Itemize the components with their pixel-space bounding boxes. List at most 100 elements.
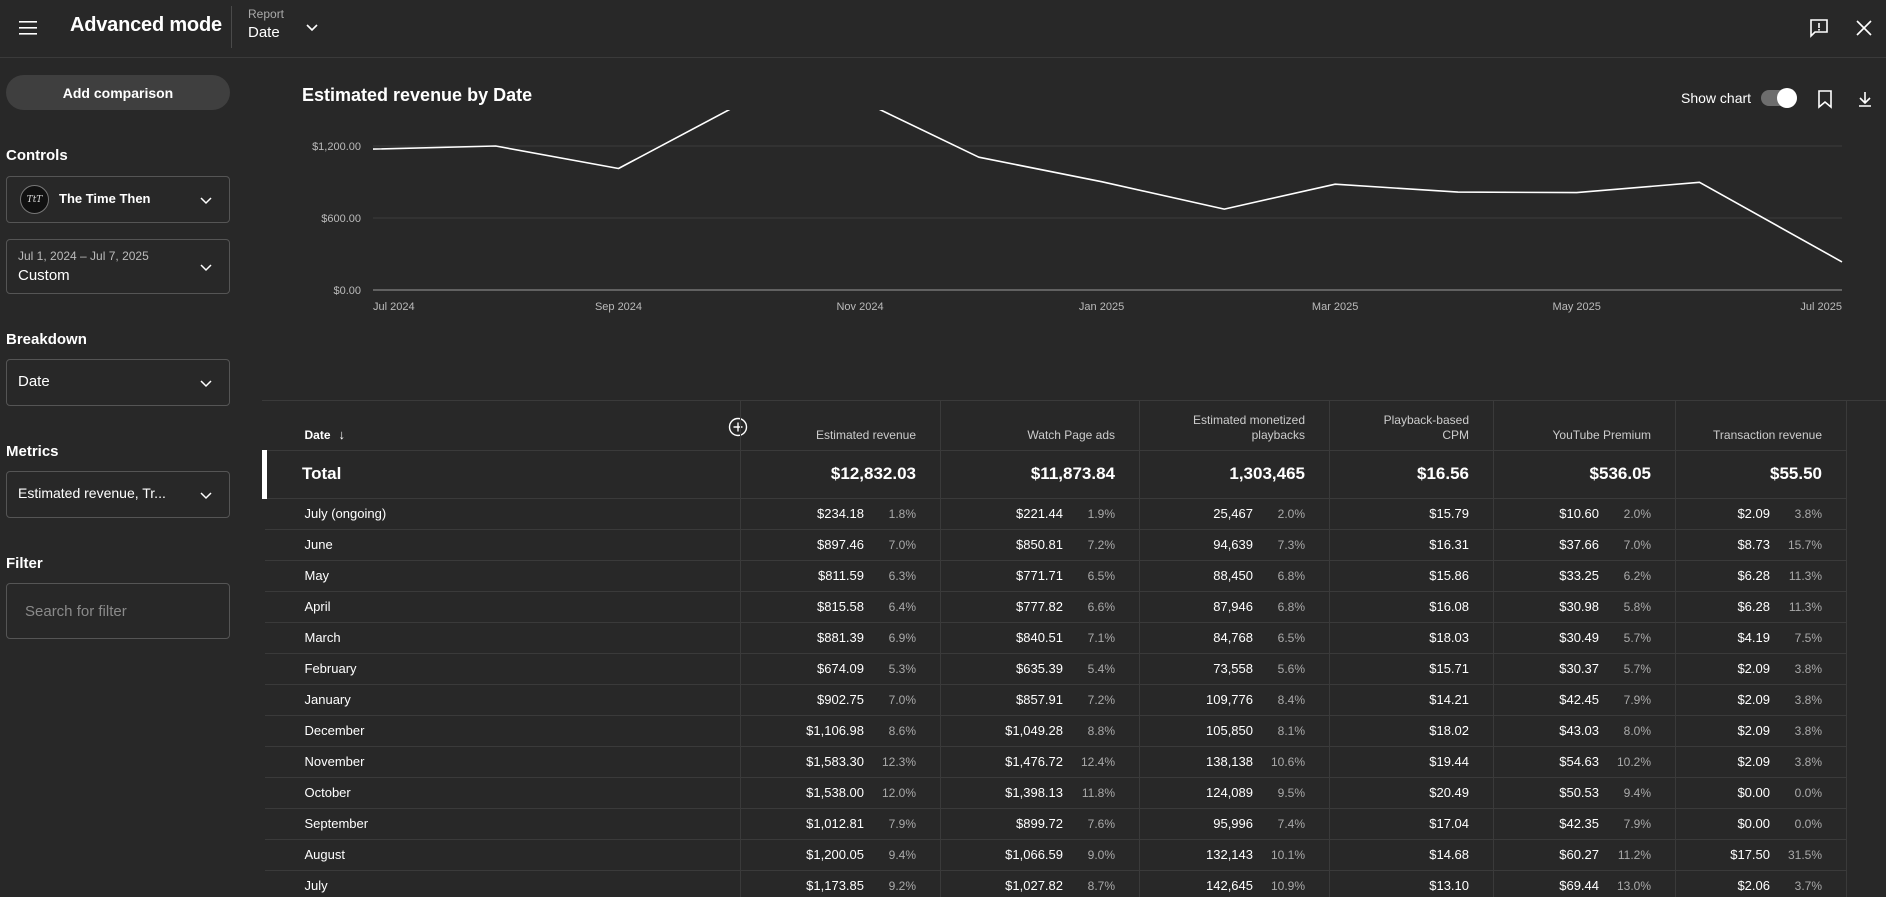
cell-youtube-premium: $30.49 5.7% [1493,621,1676,653]
cell-youtube-premium: $10.60 2.0% [1493,497,1676,529]
column-header-youtube-premium[interactable]: YouTube Premium [1493,401,1676,450]
table-row[interactable]: February $674.09 5.3% $635.39 5.4% 73,558 5… [264,652,1847,684]
cell-playback-cpm: $19.44 [1329,745,1494,777]
close-icon[interactable] [1853,17,1875,39]
value: $2.09 [1737,692,1770,707]
percent: 7.9% [1623,693,1651,707]
menu-icon[interactable] [14,14,42,42]
cell-estimated-revenue: $897.46 7.0% [740,528,941,560]
chevron-down-icon[interactable] [302,17,322,37]
breakdown-selector[interactable]: Date [6,359,230,406]
percent: 6.5% [1277,631,1305,645]
value: $30.49 [1559,630,1599,645]
column-header-playback-cpm[interactable]: Playback-based CPM [1329,401,1494,450]
metrics-label: Metrics [6,443,59,460]
date-range-selector[interactable]: Jul 1, 2024 – Jul 7, 2025 Custom [6,239,230,294]
cell-transaction-revenue: $2.09 3.8% [1675,745,1847,777]
metrics-selector[interactable]: Estimated revenue, Tr... [6,471,230,518]
percent: 7.3% [1277,538,1305,552]
table-row[interactable]: June $897.46 7.0% $850.81 7.2% 94,639 7.3% … [264,528,1847,560]
value: $33.25 [1559,568,1599,583]
cell-estimated-revenue: $1,173.85 9.2% [740,869,941,897]
percent: 7.0% [888,693,916,707]
value: $30.37 [1559,661,1599,676]
table-row[interactable]: August $1,200.05 9.4% $1,066.59 9.0% 132,1… [264,838,1847,870]
value: 132,143 [1206,847,1253,862]
cell-monetized-playbacks: 109,776 8.4% [1139,683,1330,715]
column-header-transaction-revenue[interactable]: Transaction revenue [1675,401,1847,450]
filter-search-input[interactable] [6,583,230,639]
download-icon[interactable] [1855,88,1875,110]
bookmark-icon[interactable] [1815,88,1835,110]
value: 138,138 [1206,754,1253,769]
percent: 11.3% [1788,569,1822,583]
value: 109,776 [1206,692,1253,707]
percent: 5.4% [1087,662,1115,676]
report-selector[interactable]: Report Date [248,7,284,41]
cell-watch-page-ads: $777.82 6.6% [940,590,1140,622]
percent: 7.2% [1087,538,1115,552]
cell-youtube-premium: $69.44 13.0% [1493,869,1676,897]
cell-estimated-revenue: $1,106.98 8.6% [740,714,941,746]
chart-title: Estimated revenue by Date [302,85,533,105]
revenue-series-line [372,110,1843,263]
table-row[interactable]: March $881.39 6.9% $840.51 7.1% 84,768 6.5%… [264,621,1847,653]
percent: 6.4% [888,600,916,614]
value: $234.18 [817,506,864,521]
column-header-date[interactable]: Date ↓ [264,401,741,450]
cell-playback-cpm: $13.10 [1329,869,1494,897]
feedback-icon[interactable] [1808,17,1830,39]
percent: 6.9% [888,631,916,645]
table-row[interactable]: July $1,173.85 9.2% $1,027.82 8.7% 142,645… [264,869,1847,897]
percent: 5.7% [1623,662,1651,676]
value: $771.71 [1016,568,1063,583]
value: $42.45 [1559,692,1599,707]
column-header-estimated-revenue[interactable]: Estimated revenue [740,401,941,450]
percent: 5.3% [888,662,916,676]
value: $42.35 [1559,816,1599,831]
cell-monetized-playbacks: 94,639 7.3% [1139,528,1330,560]
percent: 12.0% [881,786,916,800]
add-comparison-button[interactable]: Add comparison [6,75,230,110]
percent: 7.6% [1087,817,1115,831]
column-header-monetized-playbacks[interactable]: Estimated monetized playbacks [1139,401,1330,450]
percent: 10.1% [1270,848,1305,862]
x-tick-label: Jul 2025 [1800,301,1842,313]
sort-arrow-icon[interactable]: ↓ [338,426,346,442]
row-date: July [264,869,741,897]
value: $6.28 [1737,599,1770,614]
chevron-down-icon [200,379,212,387]
channel-name: The Time Then [59,191,151,206]
value: $1,200.05 [806,847,864,862]
row-date: February [264,652,741,684]
table-header-row: Date ↓ Estimated revenue Watch Page ads E… [264,401,1847,450]
table-row[interactable]: October $1,538.00 12.0% $1,398.13 11.8% 12… [264,776,1847,808]
value: $54.63 [1559,754,1599,769]
controls-label: Controls [6,147,68,164]
cell-monetized-playbacks: 138,138 10.6% [1139,745,1330,777]
table-row[interactable]: April $815.58 6.4% $777.82 6.6% 87,946 6.8%… [264,590,1847,622]
value: 105,850 [1206,723,1253,738]
percent: 7.1% [1087,631,1115,645]
percent: 31.5% [1787,848,1822,862]
table-row[interactable]: November $1,583.30 12.3% $1,476.72 12.4% 1… [264,745,1847,777]
cell-estimated-revenue: $1,583.30 12.3% [740,745,941,777]
table-row[interactable]: September $1,012.81 7.9% $899.72 7.6% 95,9… [264,807,1847,839]
percent: 7.2% [1087,693,1115,707]
cell-playback-cpm: $14.68 [1329,838,1494,870]
column-header-watch-page-ads[interactable]: Watch Page ads [940,401,1140,450]
total-transaction-revenue: $55.50 [1675,449,1847,498]
chevron-down-icon [200,196,212,204]
channel-selector[interactable]: TtT The Time Then [6,176,230,223]
table-row[interactable]: January $902.75 7.0% $857.91 7.2% 109,776 8… [264,683,1847,715]
value: 87,946 [1213,599,1253,614]
table-row[interactable]: May $811.59 6.3% $771.71 6.5% 88,450 6.8% $… [264,559,1847,591]
date-range-type: Custom [18,267,70,284]
value: 124,089 [1206,785,1253,800]
percent: 7.4% [1277,817,1305,831]
table-row[interactable]: July (ongoing) $234.18 1.8% $221.44 1.9% 2… [264,497,1847,529]
x-tick-label: Sep 2024 [595,301,642,313]
cell-watch-page-ads: $221.44 1.9% [940,497,1140,529]
table-row[interactable]: December $1,106.98 8.6% $1,049.28 8.8% 105… [264,714,1847,746]
percent: 6.8% [1277,600,1305,614]
